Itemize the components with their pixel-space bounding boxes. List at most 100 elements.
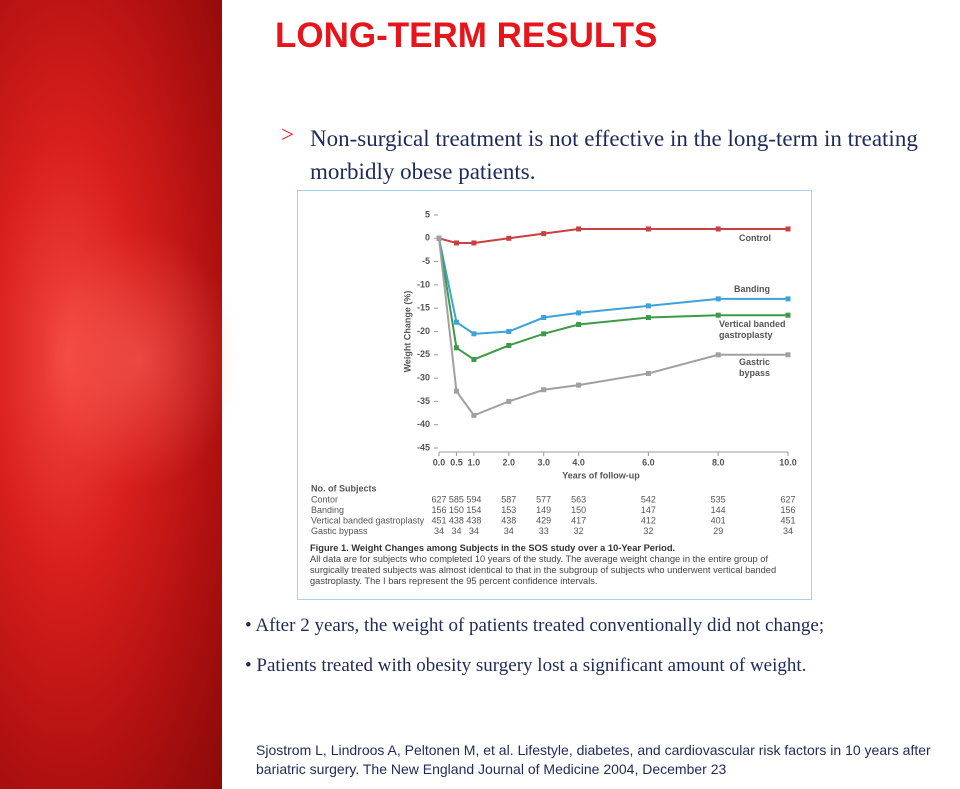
table-cell: 577: [536, 494, 551, 504]
bullet-text: After 2 years, the weight of patients tr…: [255, 615, 825, 636]
data-point: [576, 322, 582, 328]
data-point: [645, 315, 651, 321]
table-cell: 34: [434, 526, 444, 536]
data-point: [471, 240, 477, 246]
table-cell: 34: [469, 526, 479, 536]
x-tick-label: 8.0: [712, 457, 725, 467]
data-point: [785, 226, 791, 232]
x-tick-label: 0.5: [450, 457, 463, 467]
series-label: Vertical banded gastroplasty: [719, 319, 786, 340]
y-tick-label: -10: [417, 279, 430, 289]
table-cell: 417: [571, 515, 586, 525]
intro-text: Non-surgical treatment is not effective …: [310, 126, 918, 184]
table-cell: 451: [431, 515, 446, 525]
x-tick-label: 6.0: [642, 457, 655, 467]
data-point: [506, 235, 512, 241]
row-label: Banding: [311, 505, 344, 515]
data-point: [576, 382, 582, 388]
table-cell: 32: [574, 526, 584, 536]
y-tick-label: -35: [417, 396, 430, 406]
data-point: [471, 356, 477, 362]
table-cell: 34: [783, 526, 793, 536]
side-image: [0, 0, 240, 789]
data-point: [576, 226, 582, 232]
table-cell: 147: [641, 505, 656, 515]
chart: 5 0 -5 -10 -15 -20 -25 -30 -35 -40 -450.0 0.5 1.0 2.0…: [311, 209, 797, 536]
row-label: Gastic bypass: [311, 526, 368, 536]
y-tick-label: -30: [417, 372, 430, 382]
table-cell: 429: [536, 515, 551, 525]
data-point: [471, 331, 477, 337]
data-point: [453, 388, 459, 394]
y-tick-label: -15: [417, 303, 430, 313]
data-point: [715, 226, 721, 232]
table-cell: 33: [539, 526, 549, 536]
table-cell: 438: [501, 515, 516, 525]
series-label: Gastric bypass: [739, 357, 771, 378]
reference: Sjostrom L, Lindroos A, Peltonen M, et a…: [256, 742, 931, 777]
y-axis-title: Weight Change (%): [402, 291, 412, 373]
x-tick-label: 2.0: [503, 457, 516, 467]
y-tick-label: -5: [422, 256, 430, 266]
table-cell: 535: [711, 494, 726, 504]
data-point: [453, 345, 459, 351]
caption: Figure 1. Weight Changes among Subjects …: [310, 543, 802, 587]
slide-title: LONG-TERM RESULTS: [275, 16, 658, 55]
table-cell: 150: [571, 505, 586, 515]
data-point: [506, 398, 512, 404]
y-tick-label: -20: [417, 326, 430, 336]
data-point: [541, 231, 547, 237]
data-point: [453, 240, 459, 246]
table-cell: 34: [451, 526, 461, 536]
table-cell: 32: [643, 526, 653, 536]
data-point: [645, 370, 651, 376]
image-shade: [40, 230, 240, 490]
table-cell: 29: [713, 526, 723, 536]
series-line: [438, 227, 788, 244]
x-tick-label: 0.0: [433, 457, 446, 467]
table-cell: 153: [501, 505, 516, 515]
table-cell: 587: [501, 494, 516, 504]
x-tick-label: 10.0: [779, 457, 797, 467]
data-point: [436, 235, 442, 241]
bullet-marker: >: [281, 122, 294, 147]
data-point: [506, 329, 512, 334]
table-cell: 412: [641, 515, 656, 525]
bullet-text: Patients treated with obesity surgery lo…: [256, 655, 807, 676]
table-cell: 438: [466, 515, 481, 525]
caption-text: All data are for subjects who completed …: [310, 554, 777, 586]
table-cell: 563: [571, 494, 586, 504]
data-point: [471, 412, 477, 418]
data-point: [785, 312, 791, 318]
series-label: Banding: [734, 284, 770, 294]
table-cell: 401: [711, 515, 726, 525]
caption-title: Figure 1. Weight Changes among Subjects …: [310, 543, 676, 553]
table-cell: 154: [466, 505, 481, 515]
table-cell: 149: [536, 505, 551, 515]
figure: 5 0 -5 -10 -15 -20 -25 -30 -35 -40 -45 0.0 0.5 1.0 2.0…: [297, 190, 812, 600]
y-tick-label: -25: [417, 349, 430, 359]
data-point: [506, 342, 512, 348]
x-tick-label: 1.0: [468, 457, 481, 467]
data-point: [715, 352, 721, 358]
table-cell: 451: [780, 515, 795, 525]
data-point: [576, 310, 582, 316]
bullet: • After 2 years, the weight of patients …: [245, 615, 825, 636]
data-point: [785, 296, 791, 302]
table-cell: 627: [431, 494, 446, 504]
data-point: [453, 319, 459, 325]
table-cell: 144: [711, 505, 726, 515]
data-point: [541, 315, 547, 321]
table-cell: 585: [449, 494, 464, 504]
table-cell: 156: [780, 505, 795, 515]
table-cell: 438: [449, 515, 464, 525]
table-cell: 594: [466, 494, 481, 504]
table-cell: 150: [449, 505, 464, 515]
data-point: [715, 296, 721, 302]
data-point: [645, 226, 651, 232]
data-point: [715, 312, 721, 318]
series-label: Control: [739, 233, 771, 243]
y-tick-label: -45: [417, 442, 430, 452]
y-tick-label: 5: [425, 209, 430, 219]
